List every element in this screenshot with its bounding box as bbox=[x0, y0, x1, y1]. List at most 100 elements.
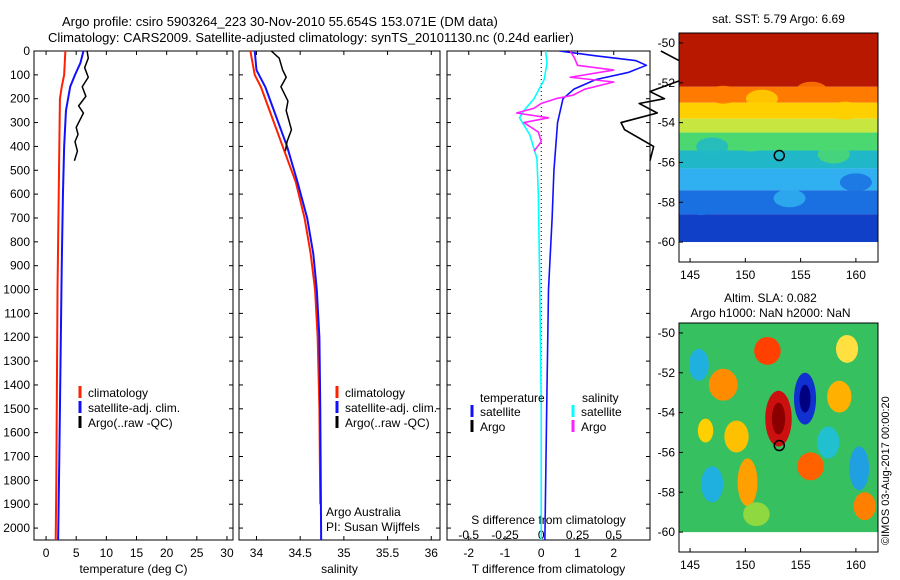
temperature-panel: 0100200300400500600700800900100011001200… bbox=[3, 44, 234, 576]
map-subtitle: Argo h1000: NaN h2000: NaN bbox=[690, 306, 850, 320]
y-tick-label: 1600 bbox=[3, 426, 30, 440]
y-tick-label: 1100 bbox=[4, 306, 30, 320]
credit-institution: Argo Australia bbox=[326, 505, 401, 519]
y-tick-label: 1500 bbox=[3, 402, 30, 416]
map-anomaly bbox=[688, 348, 709, 381]
legend-label: Argo(..raw -QC) bbox=[345, 416, 430, 430]
x-tick-label: 10 bbox=[100, 546, 114, 560]
map-band bbox=[679, 168, 878, 191]
map-y-tick-label: -54 bbox=[658, 406, 676, 420]
map-anomaly bbox=[849, 446, 870, 491]
map-texture bbox=[795, 81, 828, 100]
map-y-tick-label: -54 bbox=[658, 116, 676, 130]
series-line-climatology bbox=[249, 50, 322, 505]
legend-label: climatology bbox=[345, 386, 405, 400]
map-x-tick-label: 145 bbox=[680, 558, 700, 572]
map-anomaly bbox=[817, 426, 840, 459]
map-y-tick-label: -56 bbox=[658, 445, 676, 459]
legend-label: satellite-adj. clim. bbox=[345, 401, 437, 415]
x-tick-label: 25 bbox=[190, 546, 204, 560]
y-tick-label: 300 bbox=[10, 116, 30, 130]
x-tick-label: 0 bbox=[538, 546, 545, 560]
figure-title-line2: Climatology: CARS2009. Satellite-adjuste… bbox=[48, 30, 574, 45]
x-tick-label: 35 bbox=[337, 546, 351, 560]
series-line-argo-raw-qc- bbox=[270, 50, 293, 152]
legend-label: satellite-adj. clim. bbox=[88, 401, 180, 415]
map-band bbox=[679, 214, 878, 243]
series-line-argo-raw-qc- bbox=[73, 50, 90, 161]
legend-label: Argo(..raw -QC) bbox=[88, 416, 173, 430]
map-texture bbox=[745, 89, 778, 108]
sla-map-panel: 145 150 155 160 -50 -52 -54 -56 -58 -60 Altim. SLA… bbox=[658, 291, 879, 572]
x-tick-label: 20 bbox=[160, 546, 174, 560]
difference-profile-frame bbox=[446, 50, 651, 541]
x2-tick-label: -0.25 bbox=[491, 528, 519, 542]
map-texture bbox=[707, 85, 740, 104]
map-anomaly bbox=[797, 452, 824, 481]
y-tick-label: 1900 bbox=[3, 497, 30, 511]
map-frame bbox=[678, 32, 879, 263]
map-band bbox=[679, 33, 878, 87]
map-texture bbox=[734, 133, 767, 152]
map-x-tick-label: 155 bbox=[791, 558, 811, 572]
map-anomaly bbox=[743, 502, 770, 527]
y-tick-label: 700 bbox=[10, 211, 30, 225]
legend-label: Argo bbox=[480, 420, 506, 434]
x-tick-label: 0 bbox=[43, 546, 50, 560]
map-anomaly bbox=[827, 380, 852, 413]
map-x-tick-label: 160 bbox=[846, 558, 866, 572]
map-x-tick-label: 160 bbox=[846, 268, 866, 282]
x2-tick-label: 0.25 bbox=[566, 528, 590, 542]
x2-tick-label: -0.5 bbox=[458, 528, 479, 542]
figure-title-line1: Argo profile: csiro 5903264_223 30-Nov-2… bbox=[62, 14, 498, 29]
y-tick-label: 2000 bbox=[3, 521, 30, 535]
map-anomaly bbox=[724, 420, 749, 453]
map-field bbox=[679, 33, 878, 243]
salinity-panel: 34 34.5 35 35.5 36 salinity climatologysatelli… bbox=[238, 50, 441, 576]
y-tick-label: 0 bbox=[23, 44, 30, 58]
legend-label: satellite bbox=[581, 405, 622, 419]
x2-tick-label: 0.5 bbox=[605, 528, 622, 542]
map-anomaly bbox=[853, 492, 876, 521]
map-y-tick-label: -56 bbox=[658, 155, 676, 169]
y-tick-label: 1300 bbox=[3, 354, 30, 368]
map-texture bbox=[828, 101, 861, 120]
difference-series-group bbox=[515, 51, 648, 540]
map-band bbox=[679, 132, 878, 151]
map-band bbox=[679, 118, 878, 133]
x2-axis-label: S difference from climatology bbox=[471, 513, 626, 527]
argo-position-marker bbox=[773, 149, 786, 162]
map-y-tick-label: -50 bbox=[658, 36, 676, 50]
y-tick-label: 1000 bbox=[3, 283, 30, 297]
x-tick-label: 34.5 bbox=[288, 546, 312, 560]
legend-label: satellite bbox=[480, 405, 521, 419]
map-x-tick-label: 155 bbox=[791, 268, 811, 282]
series-line-salinity-satellite bbox=[518, 51, 548, 540]
sst-map-panel: 145 150 155 160 -50 -52 -54 -56 -58 -60 sat. SST: … bbox=[658, 12, 879, 282]
map-anomaly bbox=[754, 336, 781, 365]
series-line-climatology bbox=[54, 50, 67, 541]
y-tick-label: 500 bbox=[10, 163, 30, 177]
map-x-tick-label: 145 bbox=[680, 268, 700, 282]
map-anomaly bbox=[835, 334, 859, 363]
legend-title: temperature bbox=[480, 391, 545, 405]
map-y-tick-label: -52 bbox=[658, 366, 676, 380]
y-tick-label: 900 bbox=[10, 259, 30, 273]
map-x-tick-label: 150 bbox=[735, 558, 755, 572]
y-tick-label: 1400 bbox=[3, 378, 30, 392]
map-field bbox=[679, 323, 878, 533]
legend-label: Argo bbox=[581, 420, 607, 434]
map-texture bbox=[773, 189, 806, 208]
argo-position-marker bbox=[773, 439, 786, 452]
x-axis-label: salinity bbox=[321, 562, 358, 576]
map-x-tick-label: 150 bbox=[735, 268, 755, 282]
x-tick-label: -2 bbox=[463, 546, 474, 560]
map-y-tick-label: -58 bbox=[658, 485, 676, 499]
x-tick-label: 34 bbox=[250, 546, 264, 560]
series-line-temperature-satellite bbox=[544, 51, 648, 540]
x-tick-label: 1 bbox=[574, 546, 581, 560]
map-anomaly bbox=[701, 466, 724, 503]
x-tick-label: 2 bbox=[610, 546, 617, 560]
map-texture bbox=[685, 197, 718, 216]
